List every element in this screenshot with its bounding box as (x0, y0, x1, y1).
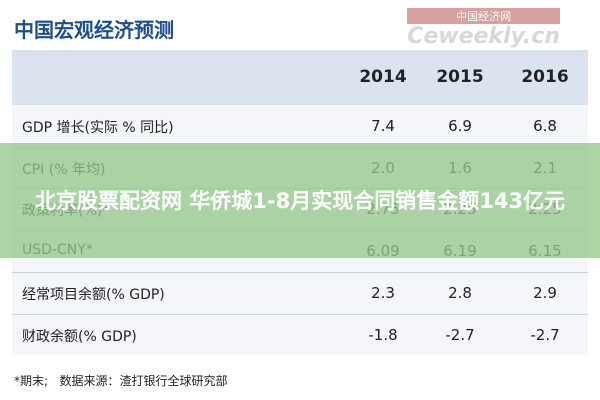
footnote: *期末; 数据来源：渣打银行全球研究部 (14, 374, 228, 388)
row-label: GDP 增长(实际 % 同比) (22, 120, 174, 136)
overlay-banner: 北京股票配资网 华侨城1-8月实现合同销售金额143亿元 (0, 143, 600, 258)
row-divider (12, 271, 588, 273)
watermark-text: 中国经济网 (407, 8, 560, 24)
row-divider (12, 313, 588, 315)
cell-value: 2.9 (533, 283, 557, 302)
watermark-url: Ceweekly.cn (407, 24, 560, 49)
column-header: 2014 (359, 67, 407, 87)
cell-value: 2.3 (371, 283, 395, 302)
cell-value: 7.4 (371, 117, 395, 135)
cell-value: 6.9 (448, 117, 472, 135)
cell-value: 6.8 (533, 117, 557, 135)
column-header: 2015 (436, 67, 484, 87)
row-label: 财政余额(% GDP) (22, 328, 137, 345)
cell-value: -1.8 (368, 325, 398, 344)
column-header: 2016 (521, 67, 569, 87)
cell-value: 2.8 (448, 283, 472, 302)
headline: 北京股票配资网 华侨城1-8月实现合同销售金额143亿元 (34, 188, 566, 213)
title: 中国宏观经济预测 (14, 18, 174, 42)
watermark: 中国经济网 Ceweekly.cn (407, 8, 560, 49)
cell-value: -2.7 (445, 325, 475, 344)
row-label: 经常项目余额(% GDP) (22, 286, 165, 303)
table-header (12, 50, 588, 105)
cell-value: -2.7 (530, 325, 560, 344)
